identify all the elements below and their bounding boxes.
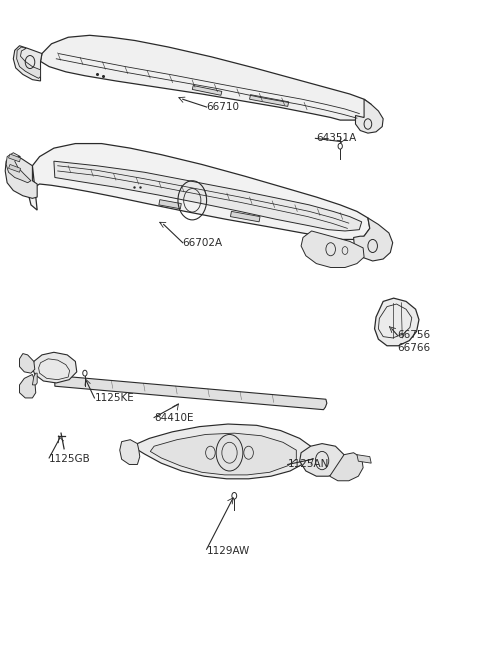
Text: 66756: 66756 (397, 330, 431, 341)
Polygon shape (17, 47, 40, 79)
Text: 1125AN: 1125AN (288, 459, 329, 470)
Text: 66702A: 66702A (183, 238, 223, 248)
Polygon shape (33, 373, 37, 385)
Text: 66766: 66766 (397, 343, 431, 353)
Polygon shape (33, 352, 77, 383)
Polygon shape (9, 164, 21, 172)
Polygon shape (374, 298, 419, 346)
Polygon shape (6, 153, 31, 183)
Polygon shape (29, 143, 370, 240)
Polygon shape (136, 424, 311, 479)
Polygon shape (356, 99, 383, 133)
Polygon shape (9, 154, 21, 162)
Polygon shape (354, 218, 393, 261)
Polygon shape (55, 376, 327, 409)
Polygon shape (300, 443, 345, 476)
Text: 1125GB: 1125GB (49, 455, 91, 464)
Text: 1129AW: 1129AW (206, 546, 250, 555)
Polygon shape (5, 155, 37, 198)
Polygon shape (150, 433, 296, 475)
Text: 66710: 66710 (206, 102, 240, 112)
Polygon shape (120, 440, 140, 464)
Polygon shape (159, 200, 181, 209)
Polygon shape (250, 95, 288, 106)
Polygon shape (20, 375, 36, 398)
Text: 84410E: 84410E (154, 413, 193, 422)
Polygon shape (54, 161, 362, 231)
Polygon shape (230, 212, 260, 222)
Text: 64351A: 64351A (316, 134, 357, 143)
Polygon shape (330, 453, 363, 481)
Text: 1125KE: 1125KE (95, 393, 134, 403)
Polygon shape (192, 86, 222, 96)
Polygon shape (301, 231, 364, 267)
Polygon shape (40, 35, 371, 120)
Polygon shape (357, 455, 371, 463)
Polygon shape (13, 46, 42, 81)
Polygon shape (20, 354, 35, 373)
